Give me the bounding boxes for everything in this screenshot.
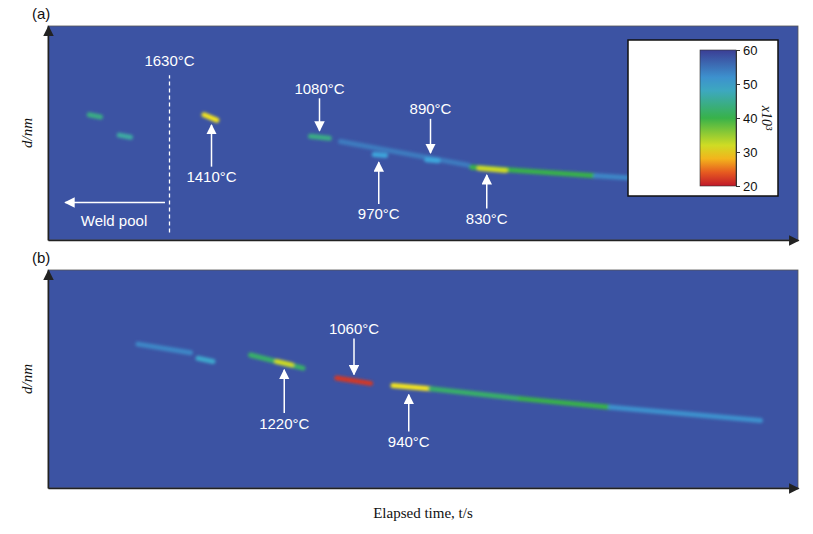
streak [204, 115, 217, 120]
colorbar-tick: 40 [736, 111, 757, 126]
annotation-arrow [211, 125, 213, 167]
colorbar-tick-mark [736, 50, 740, 51]
streak [611, 407, 761, 420]
annotation-arrow [486, 175, 488, 209]
streak [521, 399, 611, 408]
y-axis-title: d/nm [19, 118, 35, 148]
x-axis [49, 240, 799, 241]
colorbar-tick-mark [736, 118, 740, 119]
streak [251, 355, 304, 368]
panel-label: (b) [32, 249, 50, 266]
region-arrow [65, 202, 165, 204]
colorbar-tick-mark [736, 186, 740, 187]
region-label: Weld pool [81, 212, 147, 229]
streak [374, 154, 385, 155]
annotation-arrow [408, 395, 410, 432]
streak [89, 115, 100, 117]
streak [479, 168, 505, 170]
plot-background [48, 26, 798, 240]
y-axis-title: d/nm [19, 364, 35, 394]
annotation-arrow [430, 119, 432, 153]
boundary-line [169, 75, 170, 232]
annotation-label: 1080°C [294, 80, 344, 97]
streak [341, 142, 469, 166]
streak [138, 344, 191, 353]
annotation-arrow [378, 162, 380, 204]
colorbar-gradient [700, 50, 736, 186]
colorbar-tick: 50 [736, 77, 757, 92]
x-axis-line [49, 240, 799, 242]
streak [198, 358, 213, 361]
annotation-label: 830°C [466, 210, 508, 227]
annotation-label: 970°C [358, 205, 400, 222]
streaks [89, 115, 648, 179]
streak [472, 167, 596, 176]
chart-svg: (a) d/nm 1630°C Weld pool 1410°C 1080°C 970°C 8… [0, 0, 813, 534]
panel: (b) d/nm Elapsed time, t/s 1220°C 1060°C 940°… [19, 249, 799, 521]
colorbar-tick: 60 [736, 43, 757, 58]
streaks [138, 344, 761, 420]
colorbar-box [628, 40, 778, 196]
colorbar-tick-label: 30 [743, 145, 757, 160]
annotation-label: 940°C [388, 433, 430, 450]
colorbar-tick-label: 60 [743, 43, 757, 58]
x-axis-title: Elapsed time, t/s [373, 505, 473, 521]
streak [277, 362, 292, 365]
panel: (a) d/nm 1630°C Weld pool 1410°C 1080°C 970°C 8… [19, 5, 799, 241]
annotation-arrow [284, 370, 286, 413]
annotation-label: 1410°C [186, 168, 236, 185]
colorbar-tick: 20 [736, 179, 757, 194]
marks [138, 344, 761, 420]
plot-background [48, 270, 798, 488]
boundary-label: 1630°C [144, 52, 194, 69]
streak [119, 135, 130, 137]
colorbar-tick-mark [736, 152, 740, 153]
streak [393, 386, 431, 389]
annotation-label: 1220°C [259, 415, 309, 432]
x-axis-line [49, 488, 799, 490]
colorbar-title: x10³ [759, 105, 774, 131]
colorbar-axis: 20 30 40 50 60 [736, 43, 757, 194]
streak [431, 389, 521, 399]
y-axis [48, 271, 49, 489]
streak [311, 136, 330, 138]
colorbar-tick: 30 [736, 145, 757, 160]
colorbar-tick-mark [736, 84, 740, 85]
chart-root: (a) d/nm 1630°C Weld pool 1410°C 1080°C 970°C 8… [0, 0, 813, 534]
colorbar-tick-label: 40 [743, 111, 757, 126]
y-axis-line [48, 271, 50, 489]
streak [427, 160, 438, 161]
colorbar: 20 30 40 50 60 x10³ [628, 40, 778, 196]
annotation-label: 1060°C [329, 320, 379, 337]
marks [89, 115, 648, 179]
annotation-arrow [353, 338, 355, 374]
panel-label: (a) [32, 5, 50, 22]
colorbar-tick-label: 50 [743, 77, 757, 92]
annotation-label: 890°C [410, 100, 452, 117]
streak [337, 378, 371, 383]
x-axis [49, 488, 799, 489]
colorbar-tick-label: 20 [743, 179, 757, 194]
y-axis [48, 27, 49, 241]
y-axis-line [48, 27, 50, 241]
annotation-arrow [319, 98, 321, 130]
